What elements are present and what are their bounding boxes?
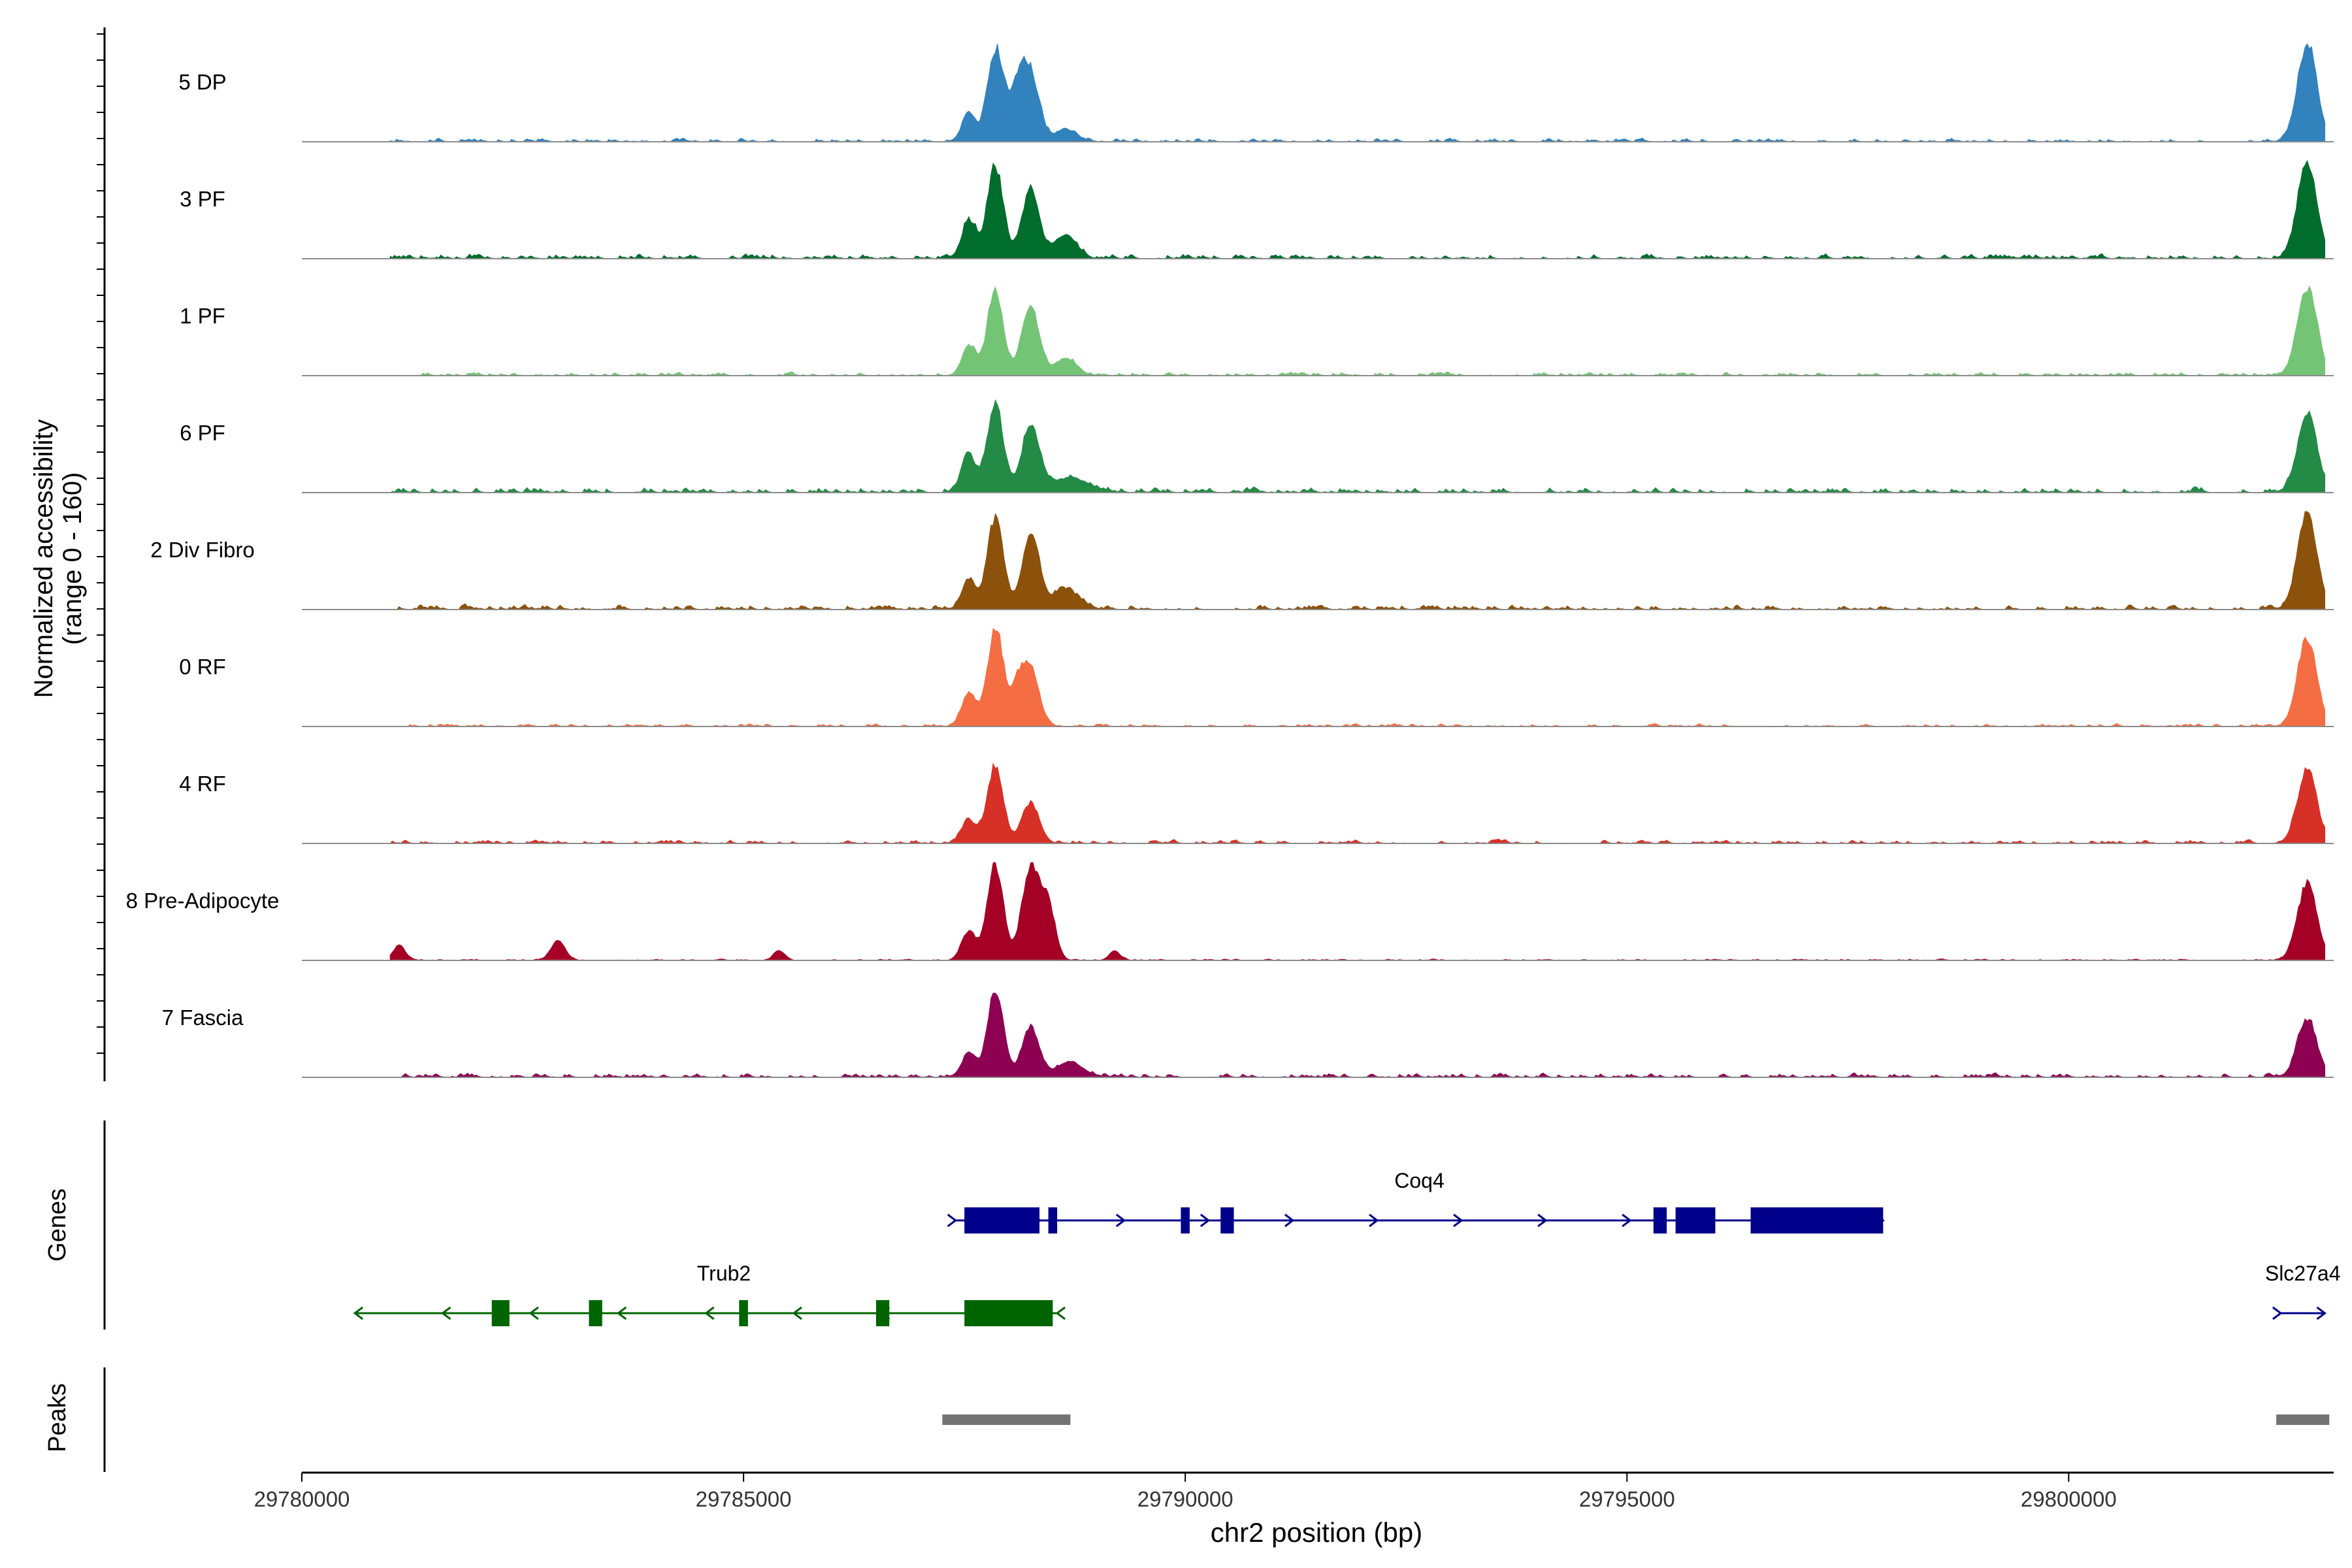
y-axis-label-line: (range 0 - 160): [58, 472, 87, 645]
exon: [964, 1207, 1040, 1233]
gene-coq4: Coq4: [947, 1169, 1885, 1233]
genes-axis-label: Genes: [44, 1188, 71, 1262]
track-label: 3 PF: [180, 187, 225, 211]
x-tick-label: 29790000: [1137, 1487, 1233, 1511]
exon: [1220, 1207, 1234, 1233]
coverage-area: [389, 762, 2325, 844]
strand-arrow: [1055, 1306, 1066, 1320]
strand-arrow: [353, 1306, 364, 1320]
gene-slc27a4: Slc27a4: [2265, 1262, 2341, 1320]
strand-arrow: [947, 1213, 958, 1228]
strand-arrow: [1537, 1213, 1548, 1228]
coverage-area: [389, 862, 2325, 961]
x-tick-label: 29785000: [696, 1487, 792, 1511]
strand-arrow: [1453, 1213, 1463, 1228]
x-tick-label: 29780000: [254, 1487, 350, 1511]
strand-arrow: [616, 1306, 627, 1320]
strand-arrow: [1200, 1213, 1211, 1228]
track-label: 4 RF: [179, 772, 226, 796]
strand-arrow: [968, 1306, 978, 1320]
coverage-area: [390, 511, 2325, 610]
x-axis: 29780000 29785000 29790000 29795000 29800000: [254, 1471, 2334, 1511]
exon: [1048, 1207, 1058, 1233]
strand-arrow: [1622, 1213, 1632, 1228]
peaks-axis-label: Peaks: [44, 1383, 71, 1452]
exon: [964, 1300, 1053, 1326]
coverage-area: [390, 992, 2325, 1078]
strand-arrow: [1031, 1213, 1042, 1228]
gene-label: Coq4: [1394, 1169, 1445, 1192]
gene-annotation-track: Coq4 Trub2 Slc27a4: [103, 1120, 2341, 1330]
coverage-area: [390, 285, 2325, 376]
strand-arrow: [441, 1306, 451, 1320]
track-label: 8 Pre-Adipocyte: [126, 889, 280, 913]
exon: [1675, 1207, 1716, 1233]
x-tick-label: 29795000: [1579, 1487, 1675, 1511]
strand-arrow: [1115, 1213, 1126, 1228]
strand-arrow: [1706, 1213, 1716, 1228]
strand-arrow: [879, 1306, 890, 1320]
strand-arrow: [1284, 1213, 1295, 1228]
strand-arrow: [2272, 1306, 2283, 1320]
strand-arrow: [1874, 1213, 1885, 1228]
coverage-tracks: Normalized accessibility(range 0 - 160) 5…: [29, 27, 2334, 1081]
gene-label: Trub2: [697, 1262, 751, 1285]
coverage-area: [389, 42, 2325, 142]
gene-trub2: Trub2: [353, 1262, 1066, 1326]
coverage-area: [389, 399, 2325, 493]
strand-arrow: [529, 1306, 539, 1320]
exon: [739, 1300, 748, 1326]
exon: [1181, 1207, 1190, 1233]
track-label: 7 Fascia: [162, 1005, 244, 1030]
x-tick-label: 29800000: [2021, 1487, 2117, 1511]
exon: [1653, 1207, 1667, 1233]
strand-arrow: [792, 1306, 802, 1320]
strand-arrow: [2316, 1306, 2327, 1320]
track-label: 5 DP: [178, 70, 226, 94]
exon: [1750, 1207, 1884, 1233]
x-axis-label: chr2 position (bp): [1211, 1517, 1423, 1548]
peak-region: [2276, 1414, 2330, 1425]
y-axis-label-line: Normalized accessibility: [29, 419, 58, 698]
track-label: 6 PF: [180, 421, 225, 445]
exon: [589, 1300, 602, 1326]
track-label: 1 PF: [180, 304, 225, 328]
strand-arrow: [1369, 1213, 1379, 1228]
strand-arrow: [1790, 1213, 1801, 1228]
peak-region: [942, 1414, 1071, 1425]
coverage-area: [389, 159, 2325, 259]
gene-label: Slc27a4: [2265, 1262, 2341, 1285]
exon: [491, 1300, 510, 1326]
peak-track: [103, 1367, 2330, 1472]
track-label: 0 RF: [179, 655, 226, 679]
y-axis-label: Normalized accessibility(range 0 - 160): [29, 419, 87, 698]
coverage-area: [390, 627, 2325, 727]
strand-arrow: [704, 1306, 715, 1320]
track-label: 2 Div Fibro: [150, 538, 255, 562]
